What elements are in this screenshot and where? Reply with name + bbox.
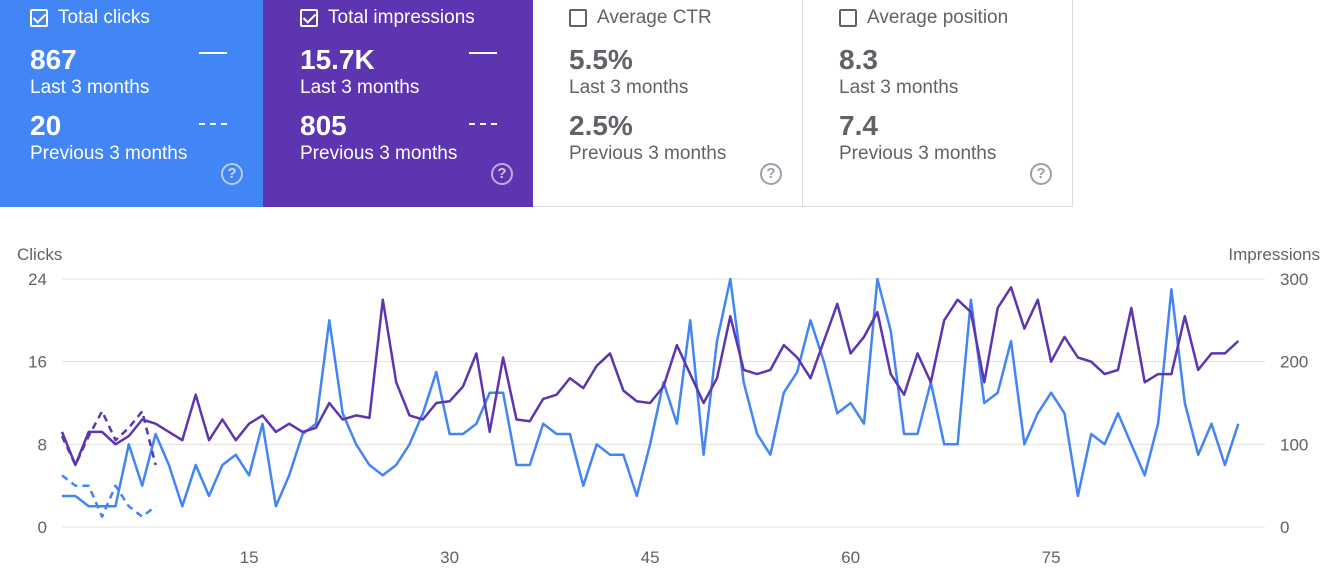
impressions-series-line xyxy=(60,286,1240,467)
card-title: Total impressions xyxy=(328,7,475,28)
impressions-previous-series-line xyxy=(60,410,157,467)
checkbox-icon[interactable] xyxy=(30,9,48,27)
card-title: Total clicks xyxy=(58,7,150,28)
y-tick-right: 0 xyxy=(1280,518,1289,537)
metric-cards: Total clicks 867 Last 3 months 20 Previo… xyxy=(0,0,1073,207)
card-header: Average position xyxy=(839,6,1072,30)
current-period: Last 3 months xyxy=(569,77,689,98)
y-tick-right: 100 xyxy=(1280,435,1308,454)
y-tick-right: 300 xyxy=(1280,270,1308,289)
solid-line-legend-icon xyxy=(199,52,227,54)
clicks-series-line xyxy=(62,277,1240,508)
total-impressions-card[interactable]: Total impressions 15.7K Last 3 months 80… xyxy=(263,0,533,207)
help-icon[interactable]: ? xyxy=(491,163,513,185)
y-tick-left: 24 xyxy=(28,270,47,289)
previous-period: Previous 3 months xyxy=(30,143,188,164)
previous-value: 805 xyxy=(300,110,347,141)
card-title: Average position xyxy=(867,7,1009,28)
dashed-line-legend-icon xyxy=(199,123,227,125)
previous-value: 2.5% xyxy=(569,110,633,141)
current-value: 867 xyxy=(30,44,77,75)
average-ctr-card[interactable]: Average CTR 5.5% Last 3 months 2.5% Prev… xyxy=(533,0,803,207)
previous-value: 20 xyxy=(30,110,62,141)
total-clicks-card[interactable]: Total clicks 867 Last 3 months 20 Previo… xyxy=(0,0,263,207)
current-value: 5.5% xyxy=(569,44,633,75)
x-tick: 15 xyxy=(240,548,259,567)
current-period: Last 3 months xyxy=(30,77,150,98)
previous-period: Previous 3 months xyxy=(839,143,997,164)
y-tick-left: 16 xyxy=(28,353,47,372)
current-period: Last 3 months xyxy=(839,77,959,98)
clicks-previous-series-line xyxy=(61,474,157,518)
help-icon[interactable]: ? xyxy=(1030,163,1052,185)
previous-period: Previous 3 months xyxy=(569,143,727,164)
card-title: Average CTR xyxy=(597,7,712,28)
previous-value: 7.4 xyxy=(839,110,878,141)
performance-chart[interactable]: Clicks Impressions 0 8 16 24 0 100 200 300 15 30 45 6… xyxy=(0,230,1333,570)
x-tick: 30 xyxy=(440,548,459,567)
y-axis-right-label: Impressions xyxy=(1228,245,1320,264)
dashed-line-legend-icon xyxy=(469,123,497,125)
y-tick-right: 200 xyxy=(1280,353,1308,372)
x-tick: 75 xyxy=(1042,548,1061,567)
help-icon[interactable]: ? xyxy=(221,163,243,185)
current-period: Last 3 months xyxy=(300,77,420,98)
checkbox-icon[interactable] xyxy=(300,9,318,27)
y-axis-left-label: Clicks xyxy=(17,245,62,264)
current-value: 15.7K xyxy=(300,44,375,75)
x-tick: 45 xyxy=(641,548,660,567)
card-header: Total clicks xyxy=(30,6,263,30)
checkbox-icon[interactable] xyxy=(839,9,857,27)
card-header: Average CTR xyxy=(569,6,802,30)
average-position-card[interactable]: Average position 8.3 Last 3 months 7.4 P… xyxy=(803,0,1073,207)
previous-period: Previous 3 months xyxy=(300,143,458,164)
y-tick-left: 8 xyxy=(38,435,47,454)
card-header: Total impressions xyxy=(300,6,533,30)
solid-line-legend-icon xyxy=(469,52,497,54)
y-tick-left: 0 xyxy=(38,518,47,537)
x-tick: 60 xyxy=(841,548,860,567)
checkbox-icon[interactable] xyxy=(569,9,587,27)
current-value: 8.3 xyxy=(839,44,878,75)
help-icon[interactable]: ? xyxy=(760,163,782,185)
